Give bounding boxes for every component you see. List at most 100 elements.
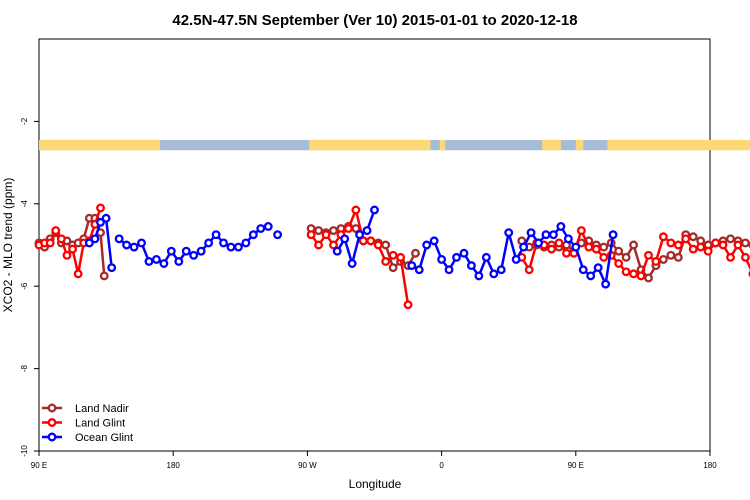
data-point <box>211 230 221 240</box>
data-point <box>599 242 609 252</box>
chart-title: 42.5N-47.5N September (Ver 10) 2015-01-0… <box>172 12 577 29</box>
data-point <box>586 271 596 281</box>
data-point <box>584 242 594 252</box>
data-point <box>332 246 342 256</box>
data-point <box>321 230 331 240</box>
data-point <box>718 240 728 250</box>
data-point <box>688 232 698 242</box>
data-point <box>629 240 639 250</box>
x-axis-label: Longitude <box>349 477 402 491</box>
data-point <box>696 242 706 252</box>
data-point <box>196 246 206 256</box>
legend-label: Land Nadir <box>75 403 129 415</box>
land-mask-band <box>39 139 750 151</box>
data-point <box>45 238 55 248</box>
legend-marker <box>47 403 57 413</box>
data-point <box>474 271 484 281</box>
data-point <box>388 263 398 273</box>
data-point <box>370 205 379 215</box>
data-point <box>329 226 338 236</box>
y-tick-label: -8 <box>20 364 29 372</box>
data-point <box>541 230 551 240</box>
y-tick-label: -4 <box>20 200 29 208</box>
data-point <box>452 252 461 262</box>
data-point <box>114 234 124 244</box>
data-point <box>241 238 251 248</box>
data-point <box>189 250 199 260</box>
data-point <box>658 232 668 242</box>
data-point <box>629 269 639 279</box>
data-point <box>666 250 676 260</box>
land-segment-1 <box>309 139 431 151</box>
data-point <box>651 257 661 266</box>
data-point <box>219 238 228 248</box>
data-point <box>740 252 750 262</box>
data-point <box>181 246 191 256</box>
data-point <box>248 230 258 240</box>
data-point <box>62 250 72 260</box>
data-point <box>355 230 365 240</box>
legend-marker <box>47 418 57 427</box>
data-point <box>563 234 573 244</box>
data-point <box>99 271 109 281</box>
x-tick-label: 180 <box>703 461 717 470</box>
x-axis: 90 E 180 90 W 0 90 E 180 <box>31 451 717 470</box>
series-line-segment <box>99 232 106 277</box>
legend: Land Nadir Land Glint Ocean Glint <box>42 403 133 444</box>
data-point <box>414 265 424 275</box>
data-point <box>263 222 273 231</box>
y-tick-label: -6 <box>20 282 29 290</box>
data-point <box>159 259 169 268</box>
land-segment-2 <box>439 139 446 151</box>
data-point <box>122 240 132 250</box>
series-line-segment <box>527 242 538 271</box>
data-point <box>381 240 391 250</box>
data-point <box>576 226 586 236</box>
data-point <box>571 242 581 252</box>
data-point <box>614 246 624 256</box>
data-point <box>554 238 564 248</box>
data-point <box>343 224 353 233</box>
series-line-segment <box>350 234 361 264</box>
data-point <box>459 248 469 258</box>
data-point <box>174 257 184 266</box>
series-line-segment <box>507 232 518 260</box>
data-point <box>256 224 266 233</box>
data-point <box>726 234 735 244</box>
data-point <box>351 205 361 215</box>
data-point <box>688 244 698 254</box>
series-layer <box>34 203 750 310</box>
series-line-segment <box>500 232 510 270</box>
data-point <box>84 238 94 248</box>
data-point <box>711 238 721 248</box>
data-point <box>519 242 529 252</box>
data-point <box>593 263 603 273</box>
data-point <box>314 226 324 236</box>
data-point <box>366 236 376 246</box>
data-point <box>347 259 357 268</box>
data-point <box>204 238 214 248</box>
data-point <box>621 252 631 262</box>
data-point <box>340 234 350 244</box>
land-segment-0 <box>39 139 161 151</box>
data-point <box>373 240 383 250</box>
data-point <box>90 234 100 244</box>
data-point <box>151 254 161 264</box>
x-tick-label: 0 <box>439 461 444 470</box>
data-point <box>233 242 243 252</box>
series-ocean-glint <box>84 205 618 289</box>
data-point <box>403 300 413 310</box>
data-point <box>437 254 447 264</box>
series-line-segment <box>104 218 113 268</box>
data-point <box>388 250 398 260</box>
data-point <box>733 240 743 250</box>
x-tick-label: 90 W <box>298 461 317 470</box>
data-point <box>466 261 476 271</box>
data-point <box>644 273 653 283</box>
data-point <box>396 252 406 262</box>
data-point <box>673 252 683 262</box>
x-tick-label: 90 E <box>31 461 47 470</box>
data-point <box>273 230 283 240</box>
data-point <box>504 228 514 238</box>
data-point <box>703 246 713 256</box>
